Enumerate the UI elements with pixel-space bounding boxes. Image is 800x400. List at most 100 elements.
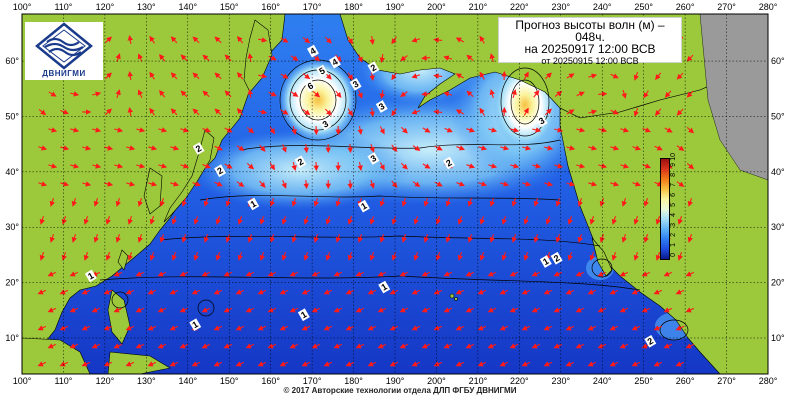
wave-arrow <box>619 271 629 277</box>
wave-arrow <box>685 271 695 277</box>
svg-text:2: 2 <box>444 157 453 168</box>
lon-tick-label: 200° <box>427 376 446 386</box>
wave-arrow <box>422 163 431 169</box>
wave-arrow <box>620 163 630 169</box>
wave-arrow <box>203 234 209 243</box>
wave-arrow <box>643 90 649 99</box>
wave-arrow <box>663 343 673 349</box>
wave-arrow <box>369 35 375 46</box>
wave-arrow <box>181 198 187 207</box>
wave-arrow <box>37 289 47 295</box>
lat-tick-label: 30° <box>771 222 785 232</box>
wave-arrow <box>303 143 309 154</box>
wave-arrow <box>323 361 333 367</box>
wave-arrow <box>61 252 67 261</box>
logo-text: ДВНИГМИ <box>42 69 86 78</box>
wave-arrow <box>400 162 408 170</box>
wave-arrow <box>333 343 343 349</box>
title-line-3: на 20250917 12:00 ВСВ <box>524 42 656 56</box>
colorbar-tick-label: 7 <box>670 183 677 187</box>
wave-arrow <box>236 181 245 187</box>
wave-arrow <box>81 289 91 295</box>
wave-arrow <box>544 72 552 80</box>
wave-arrow <box>488 163 498 169</box>
wave-arrow <box>323 325 333 331</box>
wave-arrow <box>115 53 121 62</box>
wave-arrow <box>619 343 629 349</box>
wave-arrow <box>159 90 166 98</box>
wave-arrow <box>599 198 605 207</box>
wave-arrow <box>325 36 332 44</box>
svg-text:3: 3 <box>369 153 378 164</box>
wave-arrow <box>523 107 529 116</box>
colorbar-tick-label: 3 <box>670 223 677 227</box>
wave-arrow <box>489 198 495 207</box>
wave-arrow <box>575 343 585 349</box>
wave-arrow <box>456 181 465 187</box>
title-line-1: Прогноз высоты волн (м) – <box>515 18 665 32</box>
wave-arrow <box>157 271 167 277</box>
wave-arrow <box>104 72 112 80</box>
wave-arrow <box>400 126 408 134</box>
lon-tick-label: 250° <box>634 376 653 386</box>
wave-arrow <box>621 198 627 207</box>
wave-arrow <box>114 163 124 169</box>
wave-arrow <box>170 108 178 116</box>
lat-tick-label: 40° <box>5 167 19 177</box>
wave-arrow <box>170 145 180 151</box>
wave-arrow <box>466 163 476 169</box>
wave-arrow <box>224 90 232 98</box>
wave-arrow <box>411 289 421 295</box>
wave-arrow <box>201 307 211 313</box>
wave-arrow <box>399 271 409 277</box>
lon-tick-label: 160° <box>261 2 280 12</box>
wave-arrow <box>357 90 363 99</box>
wave-arrow <box>290 91 299 97</box>
colorbar-tick-label: 2 <box>670 233 677 237</box>
wave-arrow <box>157 307 167 313</box>
lon-tick-label: 110° <box>54 376 72 386</box>
wave-arrow <box>281 216 287 225</box>
wave-arrow <box>126 145 136 151</box>
wave-arrow <box>147 325 157 331</box>
wave-arrow <box>444 127 453 133</box>
wave-arrow <box>224 163 233 169</box>
wave-arrow <box>93 234 99 243</box>
wave-arrow <box>235 325 245 331</box>
wave-arrow <box>39 252 45 261</box>
wave-arrow <box>686 126 695 134</box>
wave-arrow <box>675 325 685 331</box>
lat-tick-label: 10° <box>771 333 785 343</box>
wave-arrow <box>379 234 385 243</box>
lat-tick-label: 10° <box>5 333 19 343</box>
wave-arrow <box>589 252 595 261</box>
wave-arrow <box>171 216 177 225</box>
wave-arrow <box>214 36 222 44</box>
colorbar <box>660 158 670 260</box>
wave-arrow <box>411 73 421 79</box>
wave-arrow <box>610 145 620 151</box>
wave-arrow <box>302 109 311 116</box>
isoline-label: 3 <box>367 152 380 165</box>
wave-arrow <box>521 289 531 295</box>
isoline-label: 2 <box>644 334 657 348</box>
lon-tick-label: 240° <box>593 376 612 386</box>
wave-arrow <box>159 54 166 62</box>
wave-arrow <box>335 234 341 243</box>
wave-arrow <box>611 252 617 261</box>
wave-arrow <box>677 252 683 261</box>
wave-arrow <box>280 37 289 43</box>
wave-arrow <box>655 252 661 261</box>
wave-arrow <box>421 55 431 61</box>
wave-arrow <box>38 181 48 187</box>
lon-tick-label: 260° <box>676 2 695 12</box>
wave-arrow <box>47 343 57 349</box>
wave-arrow <box>575 307 585 313</box>
wave-arrow <box>413 252 419 261</box>
wave-arrow <box>588 73 598 79</box>
wave-arrow <box>588 145 598 151</box>
wave-arrow <box>281 180 287 189</box>
wave-arrow <box>83 252 89 261</box>
wave-arrow <box>412 145 421 152</box>
wave-arrow <box>115 89 121 98</box>
